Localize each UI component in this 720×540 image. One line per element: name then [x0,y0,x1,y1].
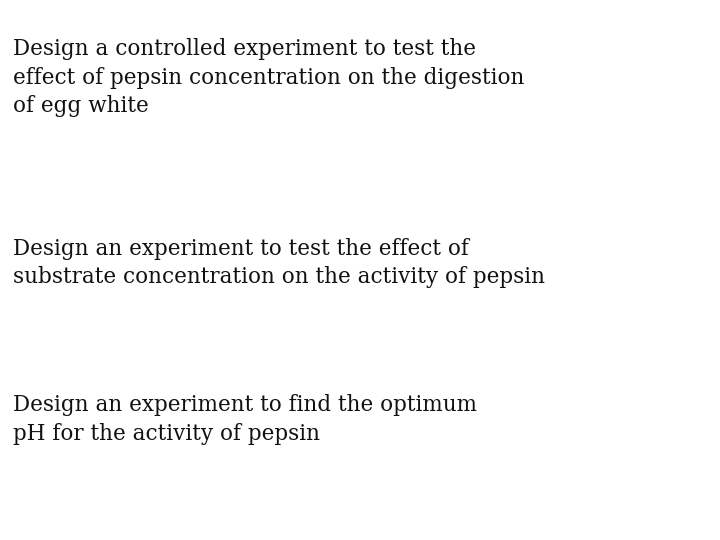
Text: Design an experiment to test the effect of
substrate concentration on the activi: Design an experiment to test the effect … [13,238,545,288]
Text: Design an experiment to find the optimum
pH for the activity of pepsin: Design an experiment to find the optimum… [13,394,477,445]
Text: Design a controlled experiment to test the
effect of pepsin concentration on the: Design a controlled experiment to test t… [13,38,524,117]
